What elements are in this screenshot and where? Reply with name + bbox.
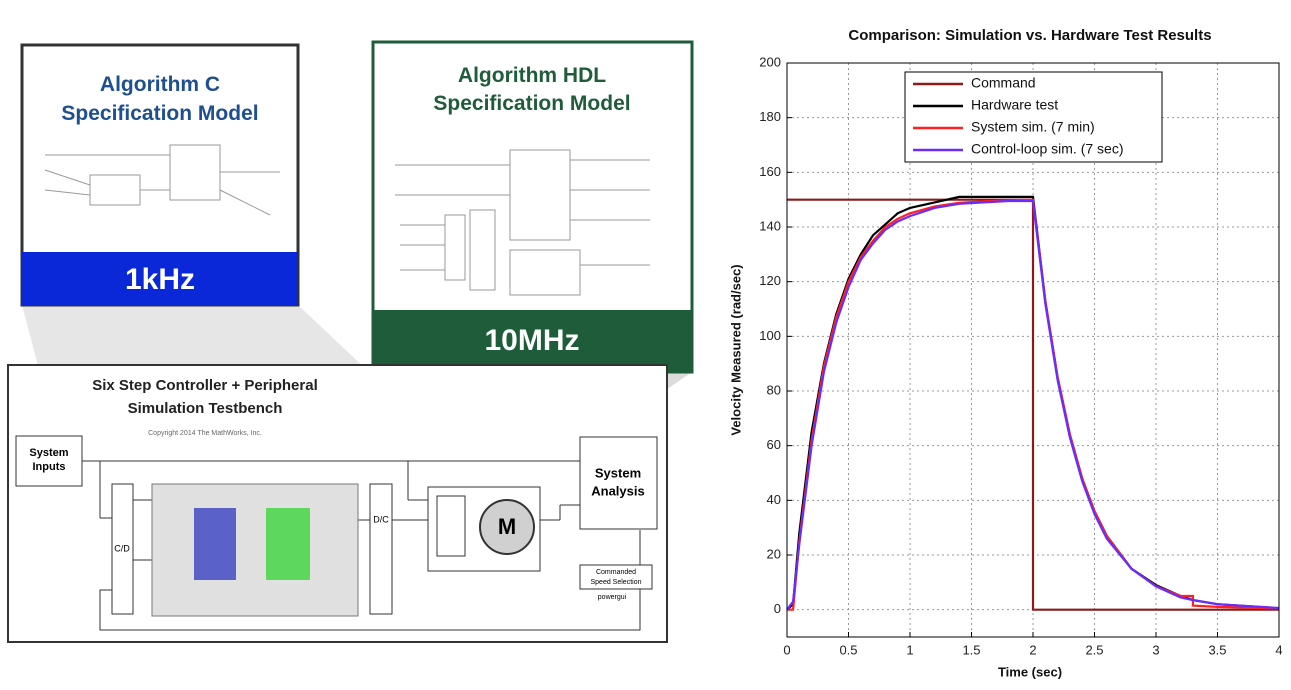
y-tick-label: 0 bbox=[774, 601, 781, 616]
block-label: D/C bbox=[373, 514, 389, 524]
card-title: Specification Model bbox=[433, 92, 630, 115]
y-tick-label: 80 bbox=[767, 382, 781, 397]
x-tick-label: 0 bbox=[783, 642, 790, 657]
rate-label: 1kHz bbox=[125, 263, 195, 296]
block-label: System bbox=[595, 465, 641, 480]
block bbox=[436, 495, 466, 557]
card-title: Specification Model bbox=[61, 102, 258, 125]
legend-label: Command bbox=[971, 75, 1036, 91]
y-tick-label: 200 bbox=[759, 54, 781, 69]
chart-title: Comparison: Simulation vs. Hardware Test… bbox=[848, 27, 1211, 44]
x-tick-label: 1 bbox=[906, 642, 913, 657]
y-tick-label: 20 bbox=[767, 546, 781, 561]
subsystem bbox=[151, 483, 359, 617]
legend-box bbox=[904, 71, 1163, 163]
block-label: Speed Selection bbox=[591, 579, 642, 586]
x-tick-label: 0.5 bbox=[839, 642, 857, 657]
x-tick-label: 3 bbox=[1152, 642, 1159, 657]
testbench-title: Six Step Controller + Peripheral bbox=[92, 377, 317, 394]
x-tick-label: 4 bbox=[1275, 642, 1282, 657]
x-tick-label: 1.5 bbox=[962, 642, 980, 657]
legend-label: Control-loop sim. (7 sec) bbox=[971, 141, 1124, 157]
block bbox=[111, 483, 134, 615]
copyright: Copyright 2014 The MathWorks, Inc. bbox=[148, 430, 262, 437]
block-label: M bbox=[498, 514, 516, 539]
block-label: System bbox=[29, 447, 68, 459]
legend-label: Hardware test bbox=[971, 97, 1058, 113]
rate-bar bbox=[373, 310, 692, 372]
y-tick-label: 60 bbox=[767, 437, 781, 452]
rate-label: 10MHz bbox=[484, 324, 579, 357]
model-sketch bbox=[44, 144, 280, 216]
x-tick-label: 2 bbox=[1029, 642, 1036, 657]
block-label: Inputs bbox=[33, 461, 66, 473]
testbench: Six Step Controller + Peripheral Simulat… bbox=[7, 364, 668, 643]
legend-label: System sim. (7 min) bbox=[971, 119, 1095, 135]
block-label: powergui bbox=[598, 594, 627, 601]
x-axis-label: Time (sec) bbox=[998, 664, 1062, 679]
model-sketch bbox=[395, 149, 650, 296]
card-hdl: Algorithm HDL Specification Model 10MHz bbox=[371, 40, 694, 374]
y-tick-label: 40 bbox=[767, 492, 781, 507]
block-label: Analysis bbox=[591, 483, 644, 498]
y-tick-label: 160 bbox=[759, 164, 781, 179]
testbench-title: Simulation Testbench bbox=[128, 400, 283, 417]
hdl-model-block bbox=[266, 508, 310, 580]
plot-frame bbox=[786, 62, 1280, 638]
block bbox=[15, 435, 83, 487]
block-label: C/D bbox=[114, 543, 130, 553]
rate-bar bbox=[22, 252, 298, 305]
x-tick-label: 2.5 bbox=[1085, 642, 1103, 657]
wires bbox=[82, 460, 641, 631]
card-title: Algorithm C bbox=[100, 73, 220, 96]
y-tick-label: 140 bbox=[759, 218, 781, 233]
card-c: Algorithm C Specification Model 1kHz bbox=[20, 43, 300, 307]
series-line bbox=[787, 198, 1279, 611]
y-tick-label: 100 bbox=[759, 328, 781, 343]
y-tick-label: 180 bbox=[759, 109, 781, 124]
y-axis-label: Velocity Measured (rad/sec) bbox=[728, 264, 743, 435]
card-title: Algorithm HDL bbox=[458, 64, 606, 87]
title-line: Algorithm HDL bbox=[458, 64, 606, 87]
series-line bbox=[786, 199, 1280, 611]
block bbox=[579, 564, 653, 590]
title-line: Specification Model bbox=[61, 102, 258, 125]
title-line: Algorithm C bbox=[100, 73, 220, 96]
x-tick-label: 3.5 bbox=[1208, 642, 1226, 657]
block bbox=[579, 436, 658, 530]
c-model-block bbox=[194, 508, 236, 580]
block bbox=[369, 483, 393, 615]
title-line: Specification Model bbox=[433, 92, 630, 115]
block-label: Commanded bbox=[596, 569, 636, 576]
motor bbox=[479, 499, 535, 555]
y-tick-label: 120 bbox=[759, 273, 781, 288]
